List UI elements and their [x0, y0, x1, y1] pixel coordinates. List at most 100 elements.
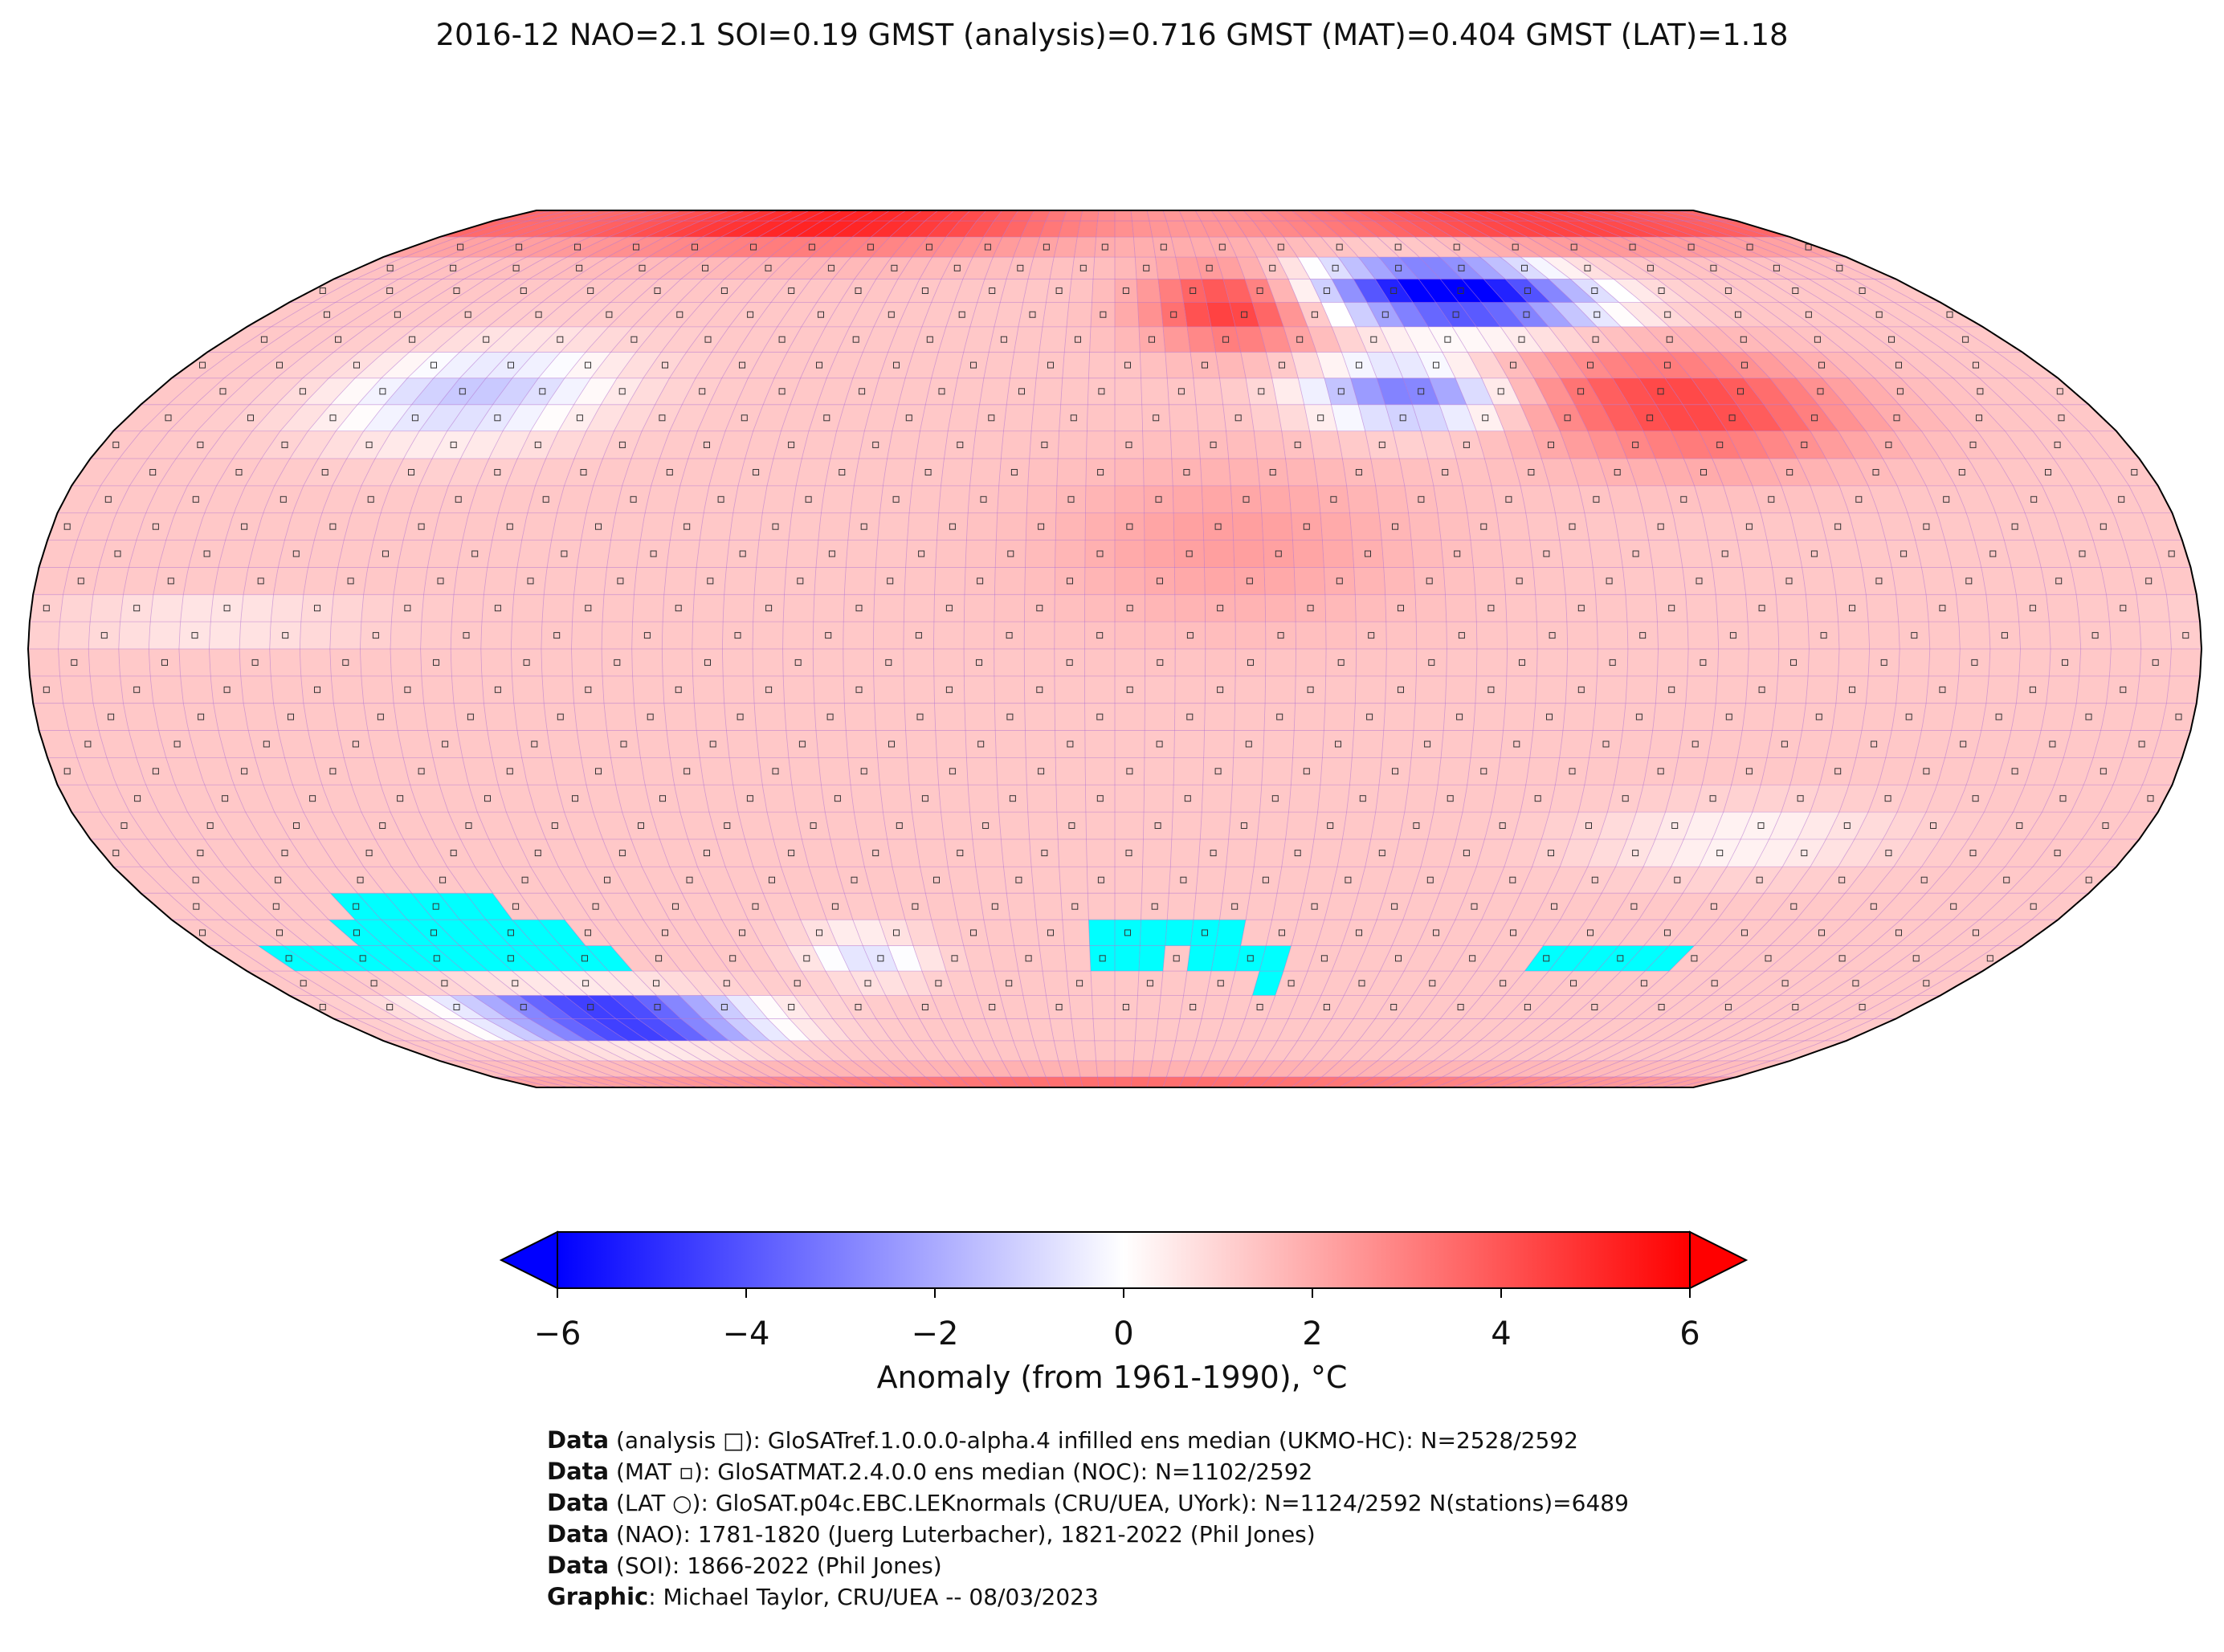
grid-cell: [245, 812, 290, 839]
grid-cell: [2142, 757, 2182, 785]
grid-cell: [803, 1077, 842, 1087]
grid-cell: [481, 594, 514, 622]
grid-cell: [411, 893, 460, 920]
grid-cell: [557, 785, 594, 813]
grid-cell: [1183, 971, 1212, 996]
grid-cell: [333, 1018, 404, 1041]
grid-cell: [1549, 945, 1594, 972]
grid-cell: [759, 757, 792, 785]
grid-cell: [188, 540, 226, 568]
grid-cell: [459, 352, 510, 378]
grid-cell: [1006, 1018, 1034, 1041]
grid-cell: [248, 730, 285, 758]
grid-cell: [1452, 945, 1493, 972]
grid-cell: [289, 430, 337, 459]
grid-cell: [1337, 839, 1371, 867]
grid-cell: [1862, 567, 1896, 595]
grid-cell: [247, 302, 312, 327]
grid-cell: [1417, 920, 1455, 946]
grid-cell: [485, 1018, 546, 1041]
grid-cell: [1455, 893, 1494, 920]
grid-cell: [1281, 430, 1314, 459]
grid-cell: [1643, 757, 1679, 785]
grid-cell: [912, 1040, 946, 1061]
grid-cell: [454, 703, 488, 731]
grid-cell: [1503, 703, 1536, 731]
grid-cell: [1652, 703, 1686, 731]
grid-cell: [1985, 594, 2019, 622]
grid-cell: [877, 757, 909, 785]
grid-cell: [700, 757, 733, 785]
grid-cell: [1550, 971, 1598, 996]
grid-cell: [920, 867, 953, 894]
grid-cell: [784, 567, 816, 595]
grid-cell: [300, 594, 334, 622]
grid-cell: [1115, 785, 1145, 813]
grid-cell: [1420, 1077, 1461, 1087]
grid-cell: [1500, 326, 1544, 353]
grid-cell: [492, 377, 539, 405]
grid-cell: [1471, 540, 1504, 568]
grid-cell: [1586, 377, 1629, 405]
grid-cell: [431, 839, 475, 867]
grid-cell: [1493, 404, 1532, 431]
grid-cell: [1526, 512, 1560, 540]
grid-cell: [1782, 839, 1826, 867]
grid-cell: [1243, 1077, 1271, 1087]
grid-cell: [830, 839, 865, 867]
grid-cell: [1204, 703, 1235, 731]
grid-cell: [1325, 649, 1357, 676]
grid-cell: [210, 675, 244, 704]
grid-cell: [1399, 812, 1434, 839]
grid-cell: [1018, 302, 1047, 327]
grid-cell: [863, 945, 898, 972]
grid-cell: [427, 540, 463, 568]
grid-cell: [1381, 730, 1414, 758]
grid-cell: [546, 377, 591, 405]
grid-cell: [770, 995, 811, 1019]
grid-cell: [204, 785, 246, 813]
grid-cell: [1206, 302, 1236, 327]
grid-cell: [873, 302, 908, 327]
grid-cell: [998, 812, 1030, 839]
grid-cell: [983, 920, 1014, 946]
grid-cell: [58, 622, 90, 649]
grid-cell: [800, 920, 838, 946]
grid-cell: [355, 1018, 424, 1041]
grid-cell: [1874, 995, 1940, 1019]
grid-cell: [536, 302, 588, 327]
grid-cell: [1627, 649, 1659, 676]
grid-cell: [2153, 730, 2191, 758]
grid-cell: [2093, 730, 2132, 758]
grid-cell: [1693, 945, 1745, 972]
grid-cell: [783, 594, 814, 622]
grid-cell: [239, 622, 271, 649]
grid-cell: [1419, 1018, 1463, 1041]
grid-cell: [560, 945, 609, 972]
grid-cell: [854, 812, 888, 839]
grid-cell: [337, 730, 374, 758]
grid-cell: [1495, 1060, 1547, 1077]
grid-cell: [697, 404, 737, 431]
grid-cell: [168, 893, 224, 920]
grid-cell: [801, 971, 840, 996]
grid-cell: [1500, 730, 1533, 758]
grid-cell: [761, 326, 802, 353]
grid-cell: [1428, 326, 1468, 353]
grid-cell: [1532, 1077, 1581, 1087]
grid-cell: [1288, 485, 1320, 513]
grid-cell: [1304, 1060, 1341, 1077]
grid-cell: [541, 622, 573, 649]
grid-cell: [1155, 1018, 1180, 1041]
grid-cell: [484, 945, 537, 972]
grid-cell: [851, 1040, 890, 1061]
grid-cell: [2060, 430, 2111, 459]
grid-cell: [1173, 485, 1203, 513]
grid-cell: [1084, 567, 1115, 595]
grid-cell: [1740, 459, 1781, 486]
grid-cell: [457, 730, 492, 758]
grid-cell: [601, 893, 643, 920]
grid-cell: [547, 730, 582, 758]
grid-cell: [724, 1018, 769, 1041]
grid-cell: [1029, 430, 1059, 459]
